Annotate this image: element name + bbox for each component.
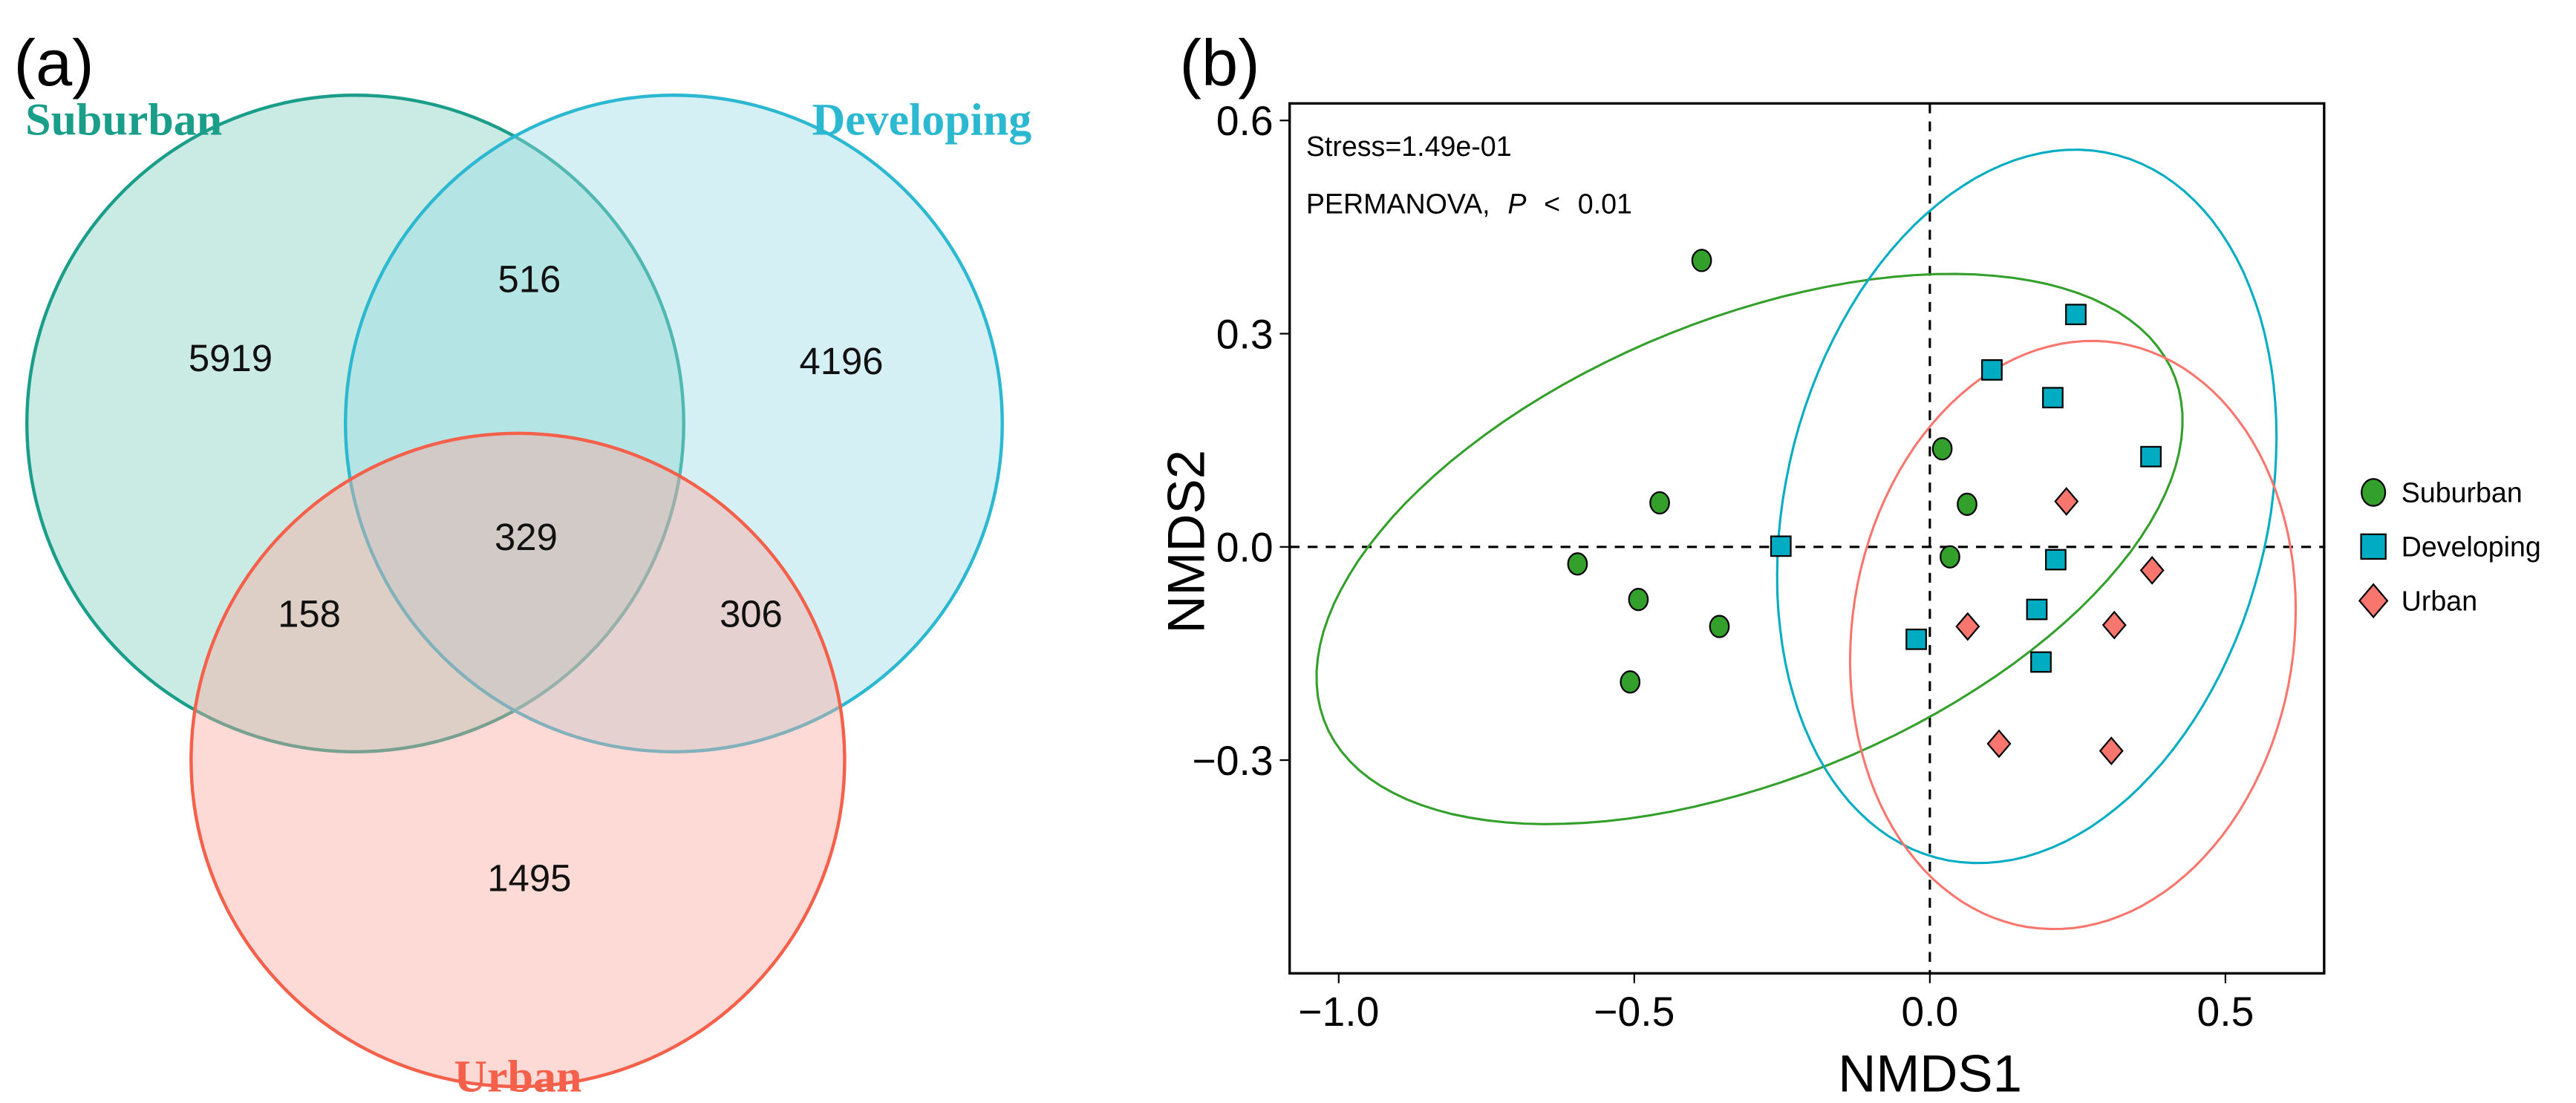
nmds-plot: −1.0 −0.5 0.0 0.5 0.6 0.3 0.0 −0.3 [1192,98,2326,1035]
legend-label-developing: Developing [2401,531,2541,563]
y-tick-label: 0.0 [1216,525,1274,571]
x-tick-label: −1.0 [1298,989,1379,1035]
permanova-label: PERMANOVA, [1306,188,1490,219]
x-axis-label: NMDS1 [1838,1044,2022,1103]
legend-label-urban: Urban [2401,586,2477,617]
count-urban-only: 1495 [487,857,571,900]
stress-annotation: Stress=1.49e-01 [1306,131,1512,162]
x-tick-label: 0.0 [1901,989,1958,1035]
venn-circle-urban [189,431,847,1089]
count-developing-only: 4196 [799,340,883,382]
venn-circle-developing [343,94,1004,753]
point-suburban [1957,492,1977,516]
y-tick-label: 0.3 [1216,311,1274,357]
ellipse-suburban [1315,272,2184,825]
point-developing [1981,359,2003,381]
count-suburban-only: 5919 [189,337,273,379]
ellipse-urban [1848,339,2298,931]
legend-label-suburban: Suburban [2401,477,2523,508]
point-developing [2042,387,2064,409]
point-developing [2026,598,2048,621]
point-urban [2054,487,2079,516]
point-suburban [1649,491,1670,515]
y-tick-label: 0.6 [1216,98,1274,144]
count-suburban-urban: 158 [278,593,341,635]
point-suburban [1691,249,1712,272]
venn-diagram [25,94,1004,1089]
count-all-three: 329 [495,516,558,558]
y-tick-label: −0.3 [1192,738,1273,784]
point-urban [2099,736,2124,766]
count-suburban-developing: 516 [498,258,561,301]
point-urban [2139,555,2165,585]
count-developing-urban: 306 [720,593,783,635]
ellipse-developing [1776,148,2278,865]
point-urban [1986,729,2012,759]
y-axis-label: NMDS2 [1157,450,1216,634]
p-symbol: P [1507,188,1526,219]
point-suburban [1620,670,1641,694]
point-suburban [1940,545,1960,569]
point-developing [2045,549,2067,571]
point-suburban [1567,552,1588,576]
legend: Suburban Developing Urban [2358,477,2541,619]
point-urban [2101,610,2127,640]
point-developing [1905,628,1927,650]
point-suburban [1628,588,1649,612]
x-tick-label: 0.5 [2197,989,2254,1035]
p-value: 0.01 [1578,188,1632,219]
panel-a-label: (a) [14,26,94,99]
less-than: < [1544,188,1560,219]
legend-marker-developing [2360,533,2387,560]
permanova-annotation: PERMANOVA, P < 0.01 [1306,188,1632,219]
x-tick-label: −0.5 [1594,989,1675,1035]
point-suburban [1931,437,1953,461]
point-urban [1955,612,1980,641]
panel-b-label: (b) [1180,26,1260,99]
point-developing [2065,304,2087,326]
venn-circle-suburban [25,94,685,753]
venn-label-urban: Urban [454,1052,581,1102]
venn-label-suburban: Suburban [25,94,222,145]
point-suburban [1709,615,1730,638]
legend-marker-urban [2358,583,2389,619]
point-developing [1770,535,1792,557]
point-developing [2030,651,2052,673]
plot-frame [1288,102,2326,975]
venn-label-developing: Developing [812,94,1031,145]
legend-marker-suburban [2361,478,2387,507]
point-developing [2140,445,2162,468]
